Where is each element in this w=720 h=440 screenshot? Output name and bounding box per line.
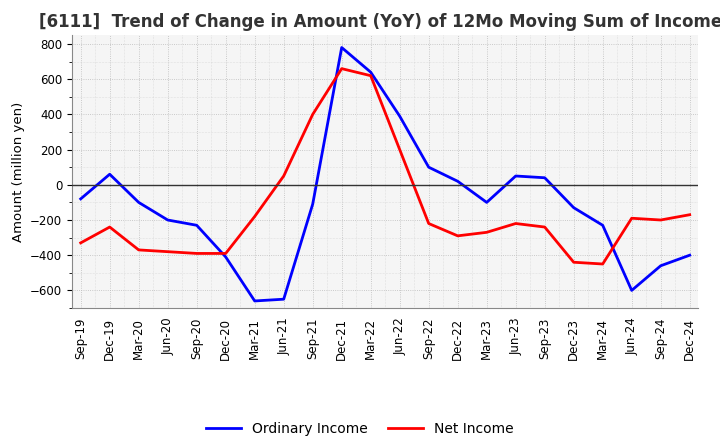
Ordinary Income (424, 165, 433, 170)
Net Income (627, 216, 636, 221)
Ordinary Income (221, 254, 230, 260)
Net Income (105, 224, 114, 230)
Ordinary Income (251, 298, 259, 304)
Net Income (657, 217, 665, 223)
Net Income (366, 73, 375, 78)
Ordinary Income (366, 70, 375, 75)
Ordinary Income (627, 288, 636, 293)
Net Income (163, 249, 172, 254)
Ordinary Income (192, 223, 201, 228)
Ordinary Income (541, 175, 549, 180)
Net Income (598, 261, 607, 267)
Net Income (76, 240, 85, 246)
Net Income (570, 260, 578, 265)
Ordinary Income (308, 202, 317, 207)
Net Income (511, 221, 520, 226)
Ordinary Income (570, 205, 578, 210)
Y-axis label: Amount (million yen): Amount (million yen) (12, 102, 24, 242)
Ordinary Income (395, 114, 404, 119)
Net Income (279, 173, 288, 179)
Ordinary Income (685, 253, 694, 258)
Net Income (424, 221, 433, 226)
Net Income (685, 212, 694, 217)
Title: [6111]  Trend of Change in Amount (YoY) of 12Mo Moving Sum of Incomes: [6111] Trend of Change in Amount (YoY) o… (39, 13, 720, 31)
Net Income (221, 251, 230, 256)
Ordinary Income (163, 217, 172, 223)
Ordinary Income (76, 196, 85, 202)
Ordinary Income (135, 200, 143, 205)
Ordinary Income (482, 200, 491, 205)
Ordinary Income (598, 223, 607, 228)
Net Income (251, 214, 259, 219)
Line: Ordinary Income: Ordinary Income (81, 48, 690, 301)
Net Income (308, 112, 317, 117)
Ordinary Income (454, 179, 462, 184)
Ordinary Income (279, 297, 288, 302)
Line: Net Income: Net Income (81, 69, 690, 264)
Legend: Ordinary Income, Net Income: Ordinary Income, Net Income (200, 417, 520, 440)
Net Income (338, 66, 346, 71)
Ordinary Income (338, 45, 346, 50)
Ordinary Income (105, 172, 114, 177)
Net Income (192, 251, 201, 256)
Net Income (482, 230, 491, 235)
Net Income (454, 233, 462, 238)
Net Income (395, 147, 404, 152)
Ordinary Income (511, 173, 520, 179)
Ordinary Income (657, 263, 665, 268)
Net Income (541, 224, 549, 230)
Net Income (135, 247, 143, 253)
